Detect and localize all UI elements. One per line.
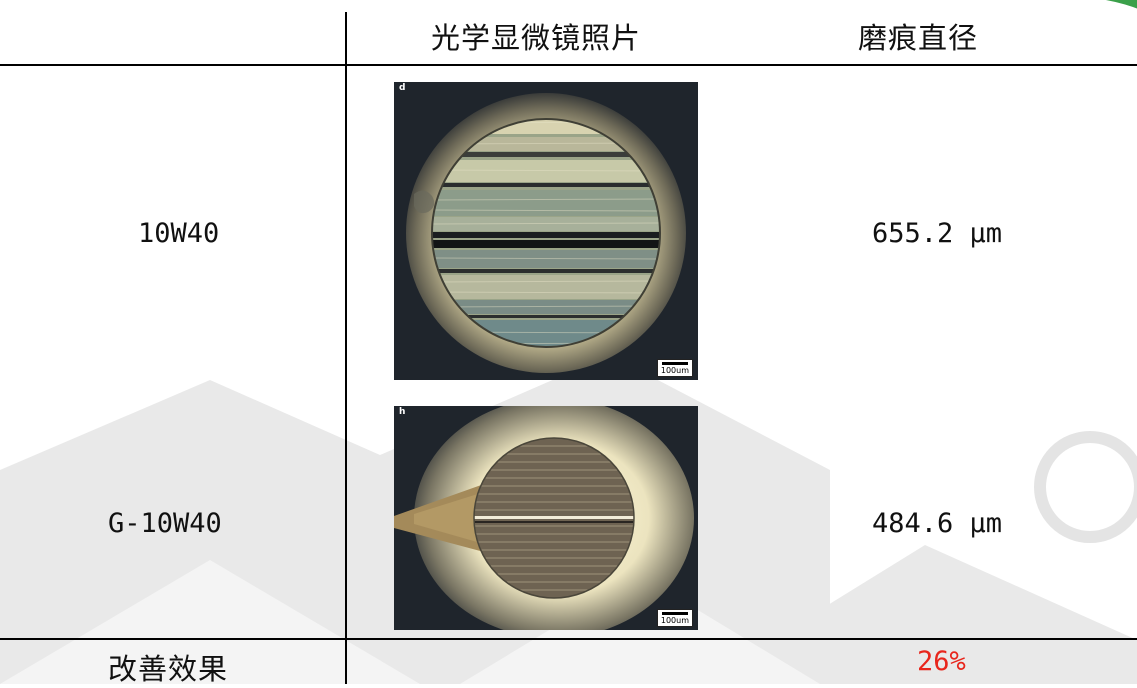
wear-diameter-g-10w40: 484.6 μm bbox=[872, 508, 1003, 539]
improvement-label: 改善效果 bbox=[108, 652, 229, 686]
scale-bar: 100um bbox=[656, 609, 693, 627]
summary-rule bbox=[0, 638, 1137, 640]
scale-bar-label: 100um bbox=[660, 616, 689, 625]
header-photo: 光学显微镜照片 bbox=[431, 21, 642, 55]
sample-name-10w40: 10W40 bbox=[138, 218, 220, 249]
registered-mark-icon bbox=[1034, 431, 1137, 543]
sample-name-g-10w40: G-10W40 bbox=[108, 508, 222, 539]
scale-bar: 100um bbox=[656, 359, 693, 377]
wear-diameter-10w40: 655.2 μm bbox=[872, 218, 1003, 249]
scale-bar-label: 100um bbox=[660, 366, 689, 375]
micrograph-10w40: d 100um bbox=[394, 82, 698, 380]
improvement-value: 26% bbox=[917, 646, 966, 677]
micrograph-g-10w40: h 100um bbox=[394, 406, 698, 630]
header-diameter: 磨痕直径 bbox=[858, 21, 979, 55]
column-divider bbox=[345, 12, 347, 684]
photo-label: d bbox=[399, 83, 406, 93]
photo-label: h bbox=[399, 407, 406, 417]
corner-accent-icon bbox=[1105, 0, 1137, 9]
header-rule bbox=[0, 64, 1137, 66]
